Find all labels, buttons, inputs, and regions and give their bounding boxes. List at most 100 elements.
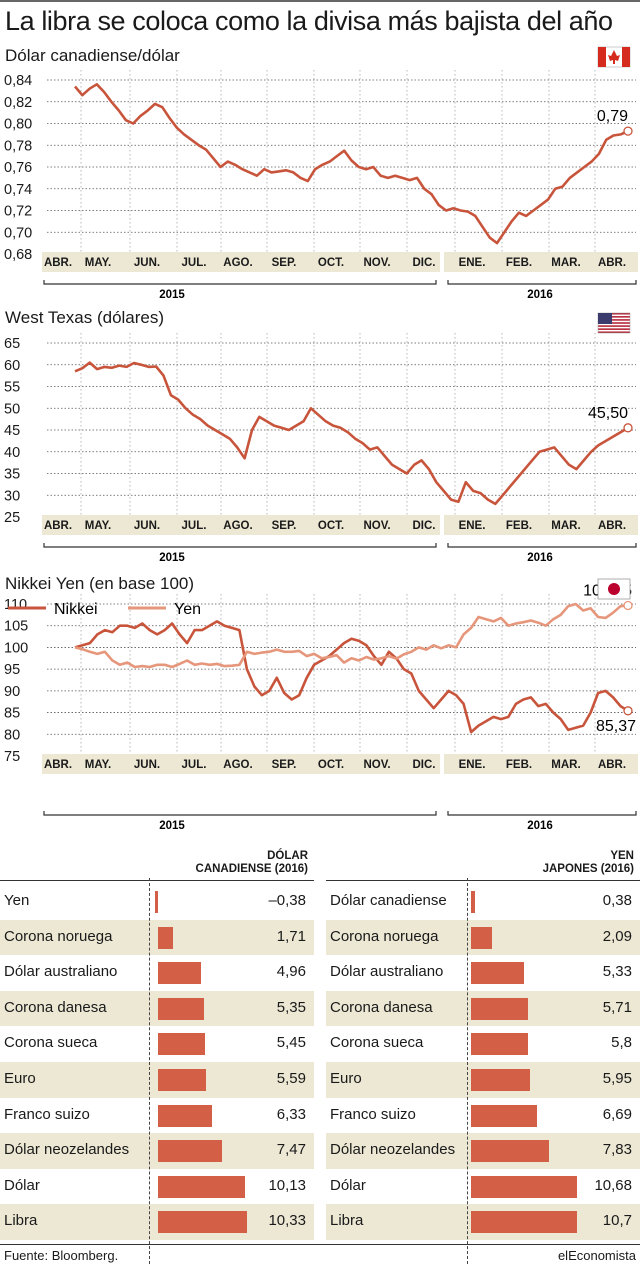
table-row: Corona noruega 2,09 — [326, 919, 640, 956]
bar — [158, 1068, 207, 1091]
table-row: Yen –0,38 — [0, 884, 314, 920]
footer-rule — [0, 1244, 640, 1245]
row-value: 4,96 — [276, 963, 306, 981]
year-label: 2015 — [159, 552, 185, 564]
bar — [158, 1033, 205, 1056]
table-rule — [326, 880, 640, 881]
year-bracket — [43, 811, 437, 816]
year-bracket — [447, 543, 637, 548]
month-label: MAY. — [85, 759, 111, 771]
bar — [158, 1140, 223, 1163]
table-zero-axis — [467, 878, 468, 1264]
table-row: Euro 5,95 — [326, 1061, 640, 1098]
month-label: ABR. — [598, 520, 626, 532]
bar — [471, 1033, 529, 1056]
row-label: Corona noruega — [4, 927, 113, 945]
y-tick-label: 60 — [4, 358, 20, 374]
year-separator — [440, 515, 444, 535]
month-axis-band — [42, 754, 638, 774]
table-row: Corona danesa 5,35 — [0, 990, 314, 1027]
row-value: 6,69 — [602, 1105, 632, 1123]
table-rule — [0, 880, 314, 881]
table-row: Libra 10,7 — [326, 1204, 640, 1240]
month-label: JUL. — [182, 520, 207, 532]
y-tick-label: 0,74 — [4, 182, 32, 198]
series-line — [74, 602, 629, 669]
table-header-yen: YEN JAPONES (2016) — [543, 850, 634, 876]
row-value: 5,59 — [276, 1069, 306, 1087]
bar — [471, 997, 528, 1020]
bar — [471, 1068, 530, 1091]
month-label: SEP. — [272, 520, 297, 532]
row-label: Dólar neozelandes — [4, 1141, 130, 1159]
month-label: ENE. — [459, 257, 486, 269]
month-label: MAR. — [551, 257, 580, 269]
table-row: Libra 10,33 — [0, 1204, 314, 1240]
month-label: AGO. — [223, 759, 252, 771]
month-label: OCT. — [318, 257, 344, 269]
bar — [158, 1104, 213, 1127]
y-tick-label: 75 — [4, 749, 20, 765]
table-row: Dólar 10,13 — [0, 1169, 314, 1205]
row-label: Yen — [4, 892, 30, 909]
row-label: Euro — [4, 1069, 36, 1087]
brand-logo-text: elEconomista — [557, 1248, 636, 1263]
y-tick-label: 95 — [4, 662, 20, 678]
month-label: AGO. — [223, 257, 252, 269]
bar — [154, 891, 158, 913]
row-label: Dólar australiano — [4, 963, 118, 981]
month-label: AGO. — [223, 520, 252, 532]
bar — [471, 1211, 577, 1234]
series-end-marker — [623, 126, 633, 136]
table-header-cad: DÓLAR CANADIENSE (2016) — [196, 850, 308, 876]
flag-stripe — [598, 316, 630, 318]
y-tick-label: 65 — [4, 336, 20, 352]
y-tick-label: 105 — [4, 619, 28, 635]
end-value-label: 0,79 — [597, 108, 628, 125]
flag-stripe — [598, 331, 630, 333]
year-separator — [440, 252, 444, 272]
table-row: Dólar australiano 4,96 — [0, 955, 314, 991]
row-label: Corona sueca — [4, 1034, 98, 1052]
month-label: JUL. — [182, 257, 207, 269]
row-value: 10,33 — [268, 1212, 306, 1230]
legend-label-yen: Yen — [174, 601, 201, 618]
y-tick-label: 40 — [4, 445, 20, 461]
row-label: Franco suizo — [4, 1105, 90, 1123]
y-tick-label: 0,70 — [4, 225, 32, 241]
row-label: Franco suizo — [330, 1105, 416, 1123]
month-label: ENE. — [459, 759, 486, 771]
table-row: Euro 5,59 — [0, 1061, 314, 1098]
table-header-line2: CANADIENSE (2016) — [195, 863, 308, 875]
row-value: 10,7 — [602, 1212, 632, 1230]
year-label: 2016 — [527, 820, 553, 832]
month-label: FEB. — [506, 759, 532, 771]
month-label: DIC. — [413, 257, 436, 269]
row-label: Corona danesa — [4, 998, 107, 1016]
month-label: JUN. — [134, 759, 160, 771]
chart-title-wti: West Texas (dólares) — [5, 308, 165, 327]
table-row: Corona noruega 1,71 — [0, 919, 314, 956]
flag-sun — [608, 583, 620, 595]
row-value: 5,35 — [276, 998, 306, 1016]
year-bracket — [43, 543, 437, 548]
row-value: –0,38 — [268, 892, 306, 909]
chart-title-nikkei-yen: Nikkei Yen (en base 100) — [5, 574, 195, 593]
y-tick-label: 0,84 — [4, 73, 32, 89]
month-label: OCT. — [318, 520, 344, 532]
row-value: 5,33 — [602, 963, 632, 981]
flag-band — [598, 47, 606, 67]
year-bracket — [447, 811, 637, 816]
usa-flag — [597, 312, 631, 334]
canada-flag — [597, 46, 631, 68]
y-tick-label: 35 — [4, 467, 20, 483]
row-label: Corona noruega — [330, 927, 439, 945]
row-label: Dólar australiano — [330, 963, 444, 981]
year-bracket — [447, 280, 637, 285]
charts-canvas: 0,84 0,82 0,80 0,78 0,76 0,74 0,72 0,70 0,68 ABR.… — [0, 0, 640, 832]
year-label: 2016 — [527, 552, 553, 564]
y-tick-label: 100 — [4, 640, 28, 656]
y-tick-label: 0,80 — [4, 117, 32, 133]
row-value: 5,95 — [602, 1069, 632, 1087]
series-end-marker — [623, 600, 633, 611]
